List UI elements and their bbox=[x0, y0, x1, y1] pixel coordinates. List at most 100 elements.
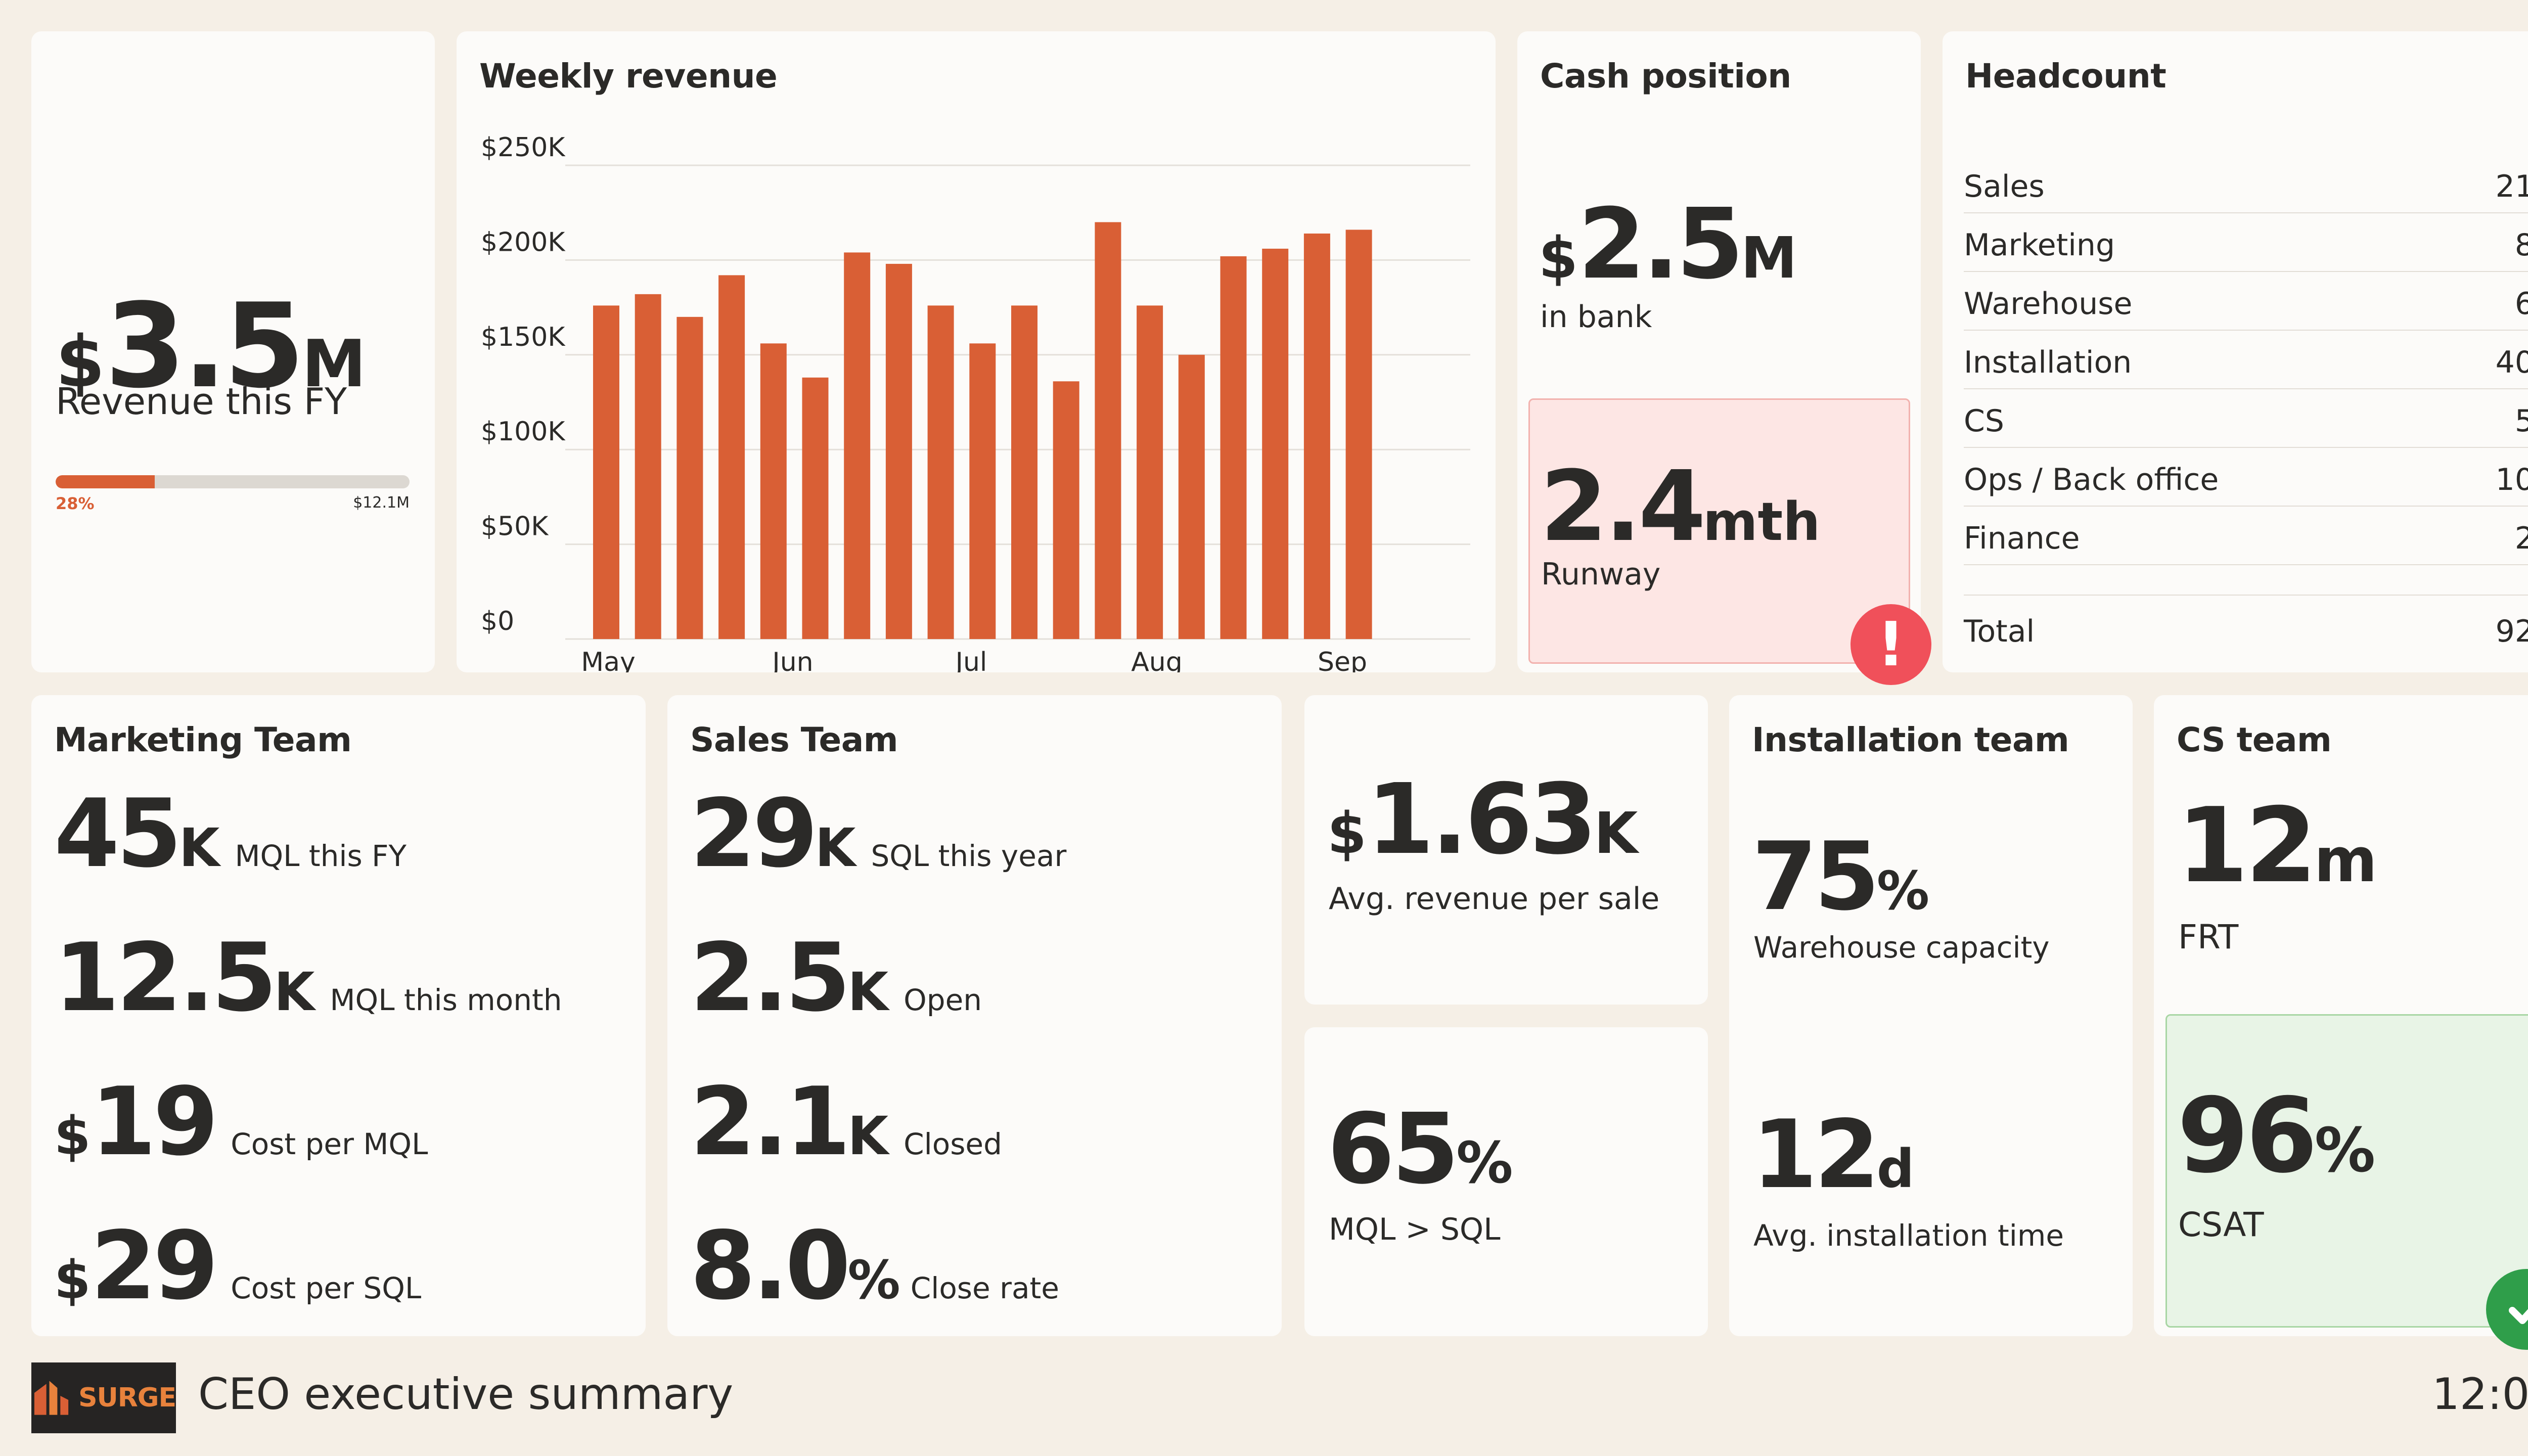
chart-bar bbox=[593, 305, 619, 639]
mql-sql-label: MQL > SQL bbox=[1329, 1212, 1501, 1247]
revenue-fy-unit: M bbox=[301, 327, 367, 402]
chart-x-tick-label: May bbox=[581, 647, 636, 672]
revenue-progress-bar bbox=[56, 475, 410, 488]
headcount-row-name: Finance bbox=[1964, 521, 2080, 556]
clock-time: 12:05 bbox=[2432, 1369, 2528, 1420]
warehouse-capacity-unit: % bbox=[1876, 860, 1930, 922]
chart-bar bbox=[1345, 230, 1372, 639]
installation-time-metric: 12d bbox=[1752, 1100, 1914, 1209]
headcount-row-value: 5 bbox=[2514, 403, 2528, 439]
chart-y-tick-label: $200K bbox=[481, 227, 566, 257]
open-label: Open bbox=[904, 983, 982, 1017]
chart-bar bbox=[1053, 381, 1079, 639]
cost-mql-currency: $ bbox=[54, 1105, 91, 1167]
csat-value: 96 bbox=[2177, 1076, 2318, 1196]
chart-x-tick-label: Jul bbox=[954, 647, 987, 672]
avg-revenue-card: $1.63K Avg. revenue per sale bbox=[1304, 695, 1708, 1005]
cash-bank-label: in bank bbox=[1540, 299, 1652, 335]
frt-value: 12 bbox=[2177, 786, 2317, 906]
chart-bar bbox=[1095, 222, 1121, 639]
headcount-row: CS 5 bbox=[1964, 389, 2528, 448]
mql-fy-unit: K bbox=[178, 817, 220, 879]
headcount-row: Ops / Back office 10 bbox=[1964, 448, 2528, 507]
frt-label: FRT bbox=[2178, 918, 2239, 957]
sql-year-unit: K bbox=[815, 817, 856, 879]
marketing-team-card: Marketing Team 45K MQL this FY 12.5K MQL t… bbox=[31, 695, 646, 1336]
avg-revenue-currency: $ bbox=[1327, 801, 1367, 867]
chart-y-tick-label: $150K bbox=[481, 322, 566, 352]
headcount-row-value: 21 bbox=[2495, 169, 2528, 204]
chart-bar bbox=[760, 343, 787, 639]
headcount-row-name: Marketing bbox=[1964, 228, 2115, 263]
avg-revenue-value: 1.63 bbox=[1366, 763, 1597, 876]
cash-currency: $ bbox=[1539, 225, 1578, 291]
chart-bar bbox=[1220, 256, 1247, 639]
headcount-row-value: 6 bbox=[2514, 286, 2528, 322]
cost-sql-currency: $ bbox=[54, 1249, 91, 1311]
revenue-fy-label: Revenue this FY bbox=[56, 380, 347, 423]
runway-metric: 2.4mth bbox=[1540, 450, 1820, 563]
weekly-revenue-card: Weekly revenue $0 $50K $100K $150K $200K $250… bbox=[457, 31, 1496, 672]
chart-bar bbox=[1262, 248, 1289, 639]
avg-revenue-metric: $1.63K bbox=[1327, 763, 1638, 876]
chart-bar bbox=[885, 263, 912, 639]
warehouse-capacity-metric: 75% bbox=[1752, 822, 1929, 931]
csat-unit: % bbox=[2314, 1116, 2376, 1186]
chart-bar bbox=[969, 343, 996, 639]
headcount-row-value: 8 bbox=[2514, 228, 2528, 263]
closed-unit: K bbox=[847, 1105, 889, 1167]
revenue-progress-fill bbox=[56, 475, 155, 488]
chart-bar bbox=[927, 305, 954, 639]
open-metric: 2.5K Open bbox=[690, 923, 982, 1032]
mql-sql-card: 65% MQL > SQL bbox=[1304, 1027, 1708, 1336]
sales-team-title: Sales Team bbox=[690, 720, 898, 759]
csat-label: CSAT bbox=[2178, 1205, 2264, 1244]
headcount-row-value: 2 bbox=[2514, 521, 2528, 556]
weekly-revenue-title: Weekly revenue bbox=[479, 57, 778, 96]
warehouse-capacity-label: Warehouse capacity bbox=[1753, 930, 2050, 965]
surge-logo-icon bbox=[34, 1381, 69, 1415]
weekly-revenue-chart: $0 $50K $100K $150K $200K $250K May Jun Jul Aug Se… bbox=[481, 132, 1470, 672]
cost-sql-value: 29 bbox=[91, 1211, 218, 1321]
runway-value: 2.4 bbox=[1540, 450, 1706, 563]
close-rate-unit: % bbox=[847, 1249, 900, 1311]
mql-fy-value: 45 bbox=[54, 779, 182, 888]
close-rate-metric: 8.0% Close rate bbox=[690, 1211, 1059, 1321]
headcount-card: Headcount Sales 21 Marketing 8 Warehouse… bbox=[1943, 31, 2528, 672]
cs-team-title: CS team bbox=[2177, 720, 2332, 759]
installation-team-card: Installation team 75% Warehouse capacity… bbox=[1729, 695, 2133, 1336]
mql-fy-metric: 45K MQL this FY bbox=[54, 779, 407, 888]
csat-success-box: 96% CSAT bbox=[2165, 1014, 2528, 1328]
revenue-fy-currency: $ bbox=[56, 321, 105, 403]
cost-mql-value: 19 bbox=[91, 1067, 218, 1176]
sales-team-card: Sales Team 29K SQL this year 2.5K Open 2.1… bbox=[667, 695, 1282, 1336]
headcount-total-row: Total 92 bbox=[1964, 595, 2528, 653]
chart-bar bbox=[635, 294, 661, 639]
close-rate-value: 8.0 bbox=[690, 1211, 850, 1321]
surge-logo: SURGE bbox=[31, 1362, 176, 1433]
mql-month-metric: 12.5K MQL this month bbox=[54, 923, 562, 1032]
runway-label: Runway bbox=[1541, 557, 1661, 592]
chart-y-tick-label: $100K bbox=[481, 417, 566, 447]
chart-y-tick-label: $0 bbox=[481, 606, 514, 636]
chart-bar bbox=[1178, 354, 1205, 639]
surge-logo-text: SURGE bbox=[78, 1383, 176, 1413]
frt-metric: 12m bbox=[2177, 786, 2377, 906]
sql-year-metric: 29K SQL this year bbox=[690, 779, 1066, 888]
alert-icon: ! bbox=[1850, 604, 1931, 685]
closed-label: Closed bbox=[904, 1127, 1002, 1161]
chart-bar bbox=[1137, 305, 1163, 639]
headcount-row: Installation 40 bbox=[1964, 331, 2528, 389]
open-value: 2.5 bbox=[690, 923, 850, 1032]
chart-bar bbox=[1011, 305, 1037, 639]
avg-revenue-label: Avg. revenue per sale bbox=[1329, 881, 1660, 917]
revenue-progress-percent: 28% bbox=[56, 494, 95, 513]
headcount-row: Marketing 8 bbox=[1964, 213, 2528, 272]
headcount-row-name: CS bbox=[1964, 403, 2004, 439]
headcount-total-label: Total bbox=[1964, 614, 2035, 649]
runway-unit: mth bbox=[1703, 491, 1821, 553]
headcount-row-name: Warehouse bbox=[1964, 286, 2133, 322]
headcount-row-name: Ops / Back office bbox=[1964, 462, 2219, 497]
chart-x-tick-label: Jun bbox=[771, 647, 813, 672]
headcount-row: Sales 21 bbox=[1964, 155, 2528, 213]
